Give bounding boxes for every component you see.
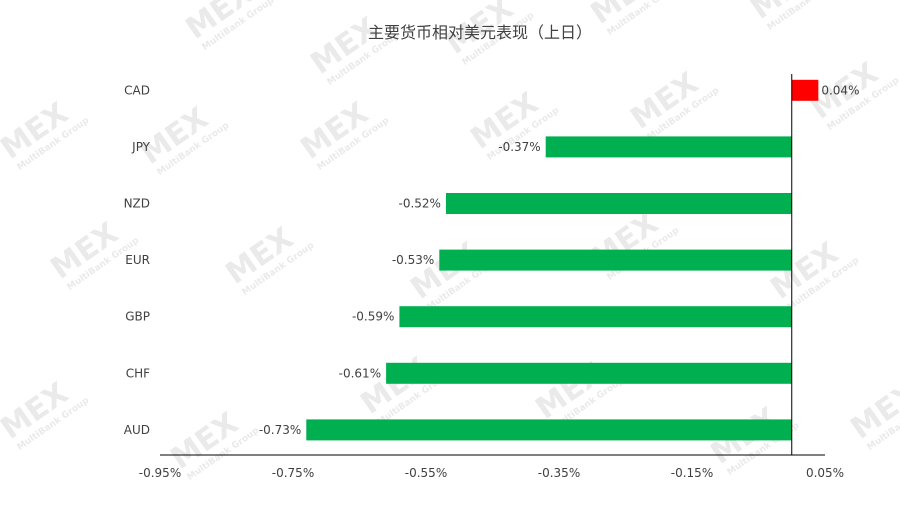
bar-chf	[386, 362, 792, 384]
x-tick-label: -0.95%	[139, 466, 181, 480]
category-label-nzd: NZD	[124, 197, 150, 211]
data-label-eur: -0.53%	[392, 253, 434, 267]
category-label-jpy: JPY	[131, 140, 151, 154]
category-label-eur: EUR	[125, 253, 150, 267]
data-label-jpy: -0.37%	[498, 140, 540, 154]
chart-title: 主要货币相对美元表现（上日）	[368, 23, 592, 42]
x-tick-label: -0.75%	[272, 466, 314, 480]
x-tick-label: -0.35%	[538, 466, 580, 480]
data-label-chf: -0.61%	[339, 366, 381, 380]
x-tick-label: -0.55%	[405, 466, 447, 480]
bar-group: 0.04% -0.37% -0.52% -0.53% -0.59% -0.61% -0.73…	[259, 79, 859, 441]
x-tick-label: 0.05%	[806, 466, 844, 480]
bar-cad	[791, 79, 819, 101]
category-label-aud: AUD	[124, 423, 150, 437]
data-label-cad: 0.04%	[821, 83, 859, 97]
bar-jpy	[545, 136, 792, 158]
category-label-gbp: GBP	[125, 310, 150, 324]
data-label-nzd: -0.52%	[398, 197, 440, 211]
axes-group: CAD JPY NZD EUR GBP CHF AUD -0.95% -0.75% -0.55% -…	[124, 74, 844, 480]
data-label-aud: -0.73%	[259, 423, 301, 437]
data-label-gbp: -0.59%	[352, 310, 394, 324]
bar-gbp	[399, 306, 792, 328]
bar-nzd	[445, 193, 792, 214]
bar-eur	[439, 249, 792, 271]
x-tick-label: -0.15%	[671, 466, 713, 480]
category-label-cad: CAD	[124, 83, 150, 97]
bar-aud	[306, 419, 792, 441]
category-label-chf: CHF	[126, 366, 150, 380]
